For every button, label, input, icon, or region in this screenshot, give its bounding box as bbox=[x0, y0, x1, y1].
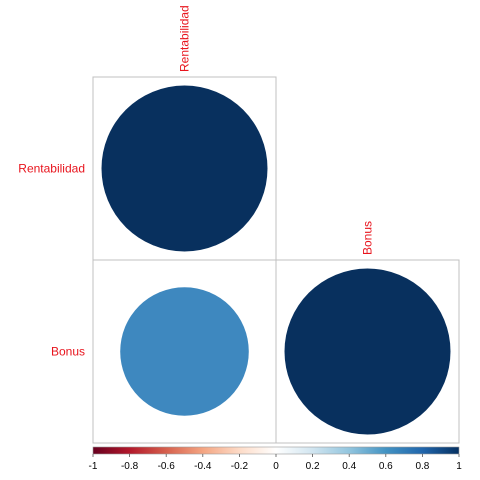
circle-layer bbox=[101, 85, 451, 435]
colorbar-tick-label: 0.8 bbox=[415, 461, 429, 472]
colorbar-tick-label: -0.2 bbox=[231, 461, 249, 472]
corr-circle-bonus-rentabilidad bbox=[120, 287, 249, 416]
colorbar-gradient bbox=[92, 446, 460, 455]
colorbar-tick-label: 0.2 bbox=[306, 461, 320, 472]
colorbar: -1 -0.8 -0.6 -0.4 -0.2 0 0.2 0.4 0.6 0.8 1 bbox=[89, 446, 462, 472]
colorbar-tick-label: -0.8 bbox=[121, 461, 139, 472]
colorbar-tick-label: -0.4 bbox=[194, 461, 212, 472]
col-label-bonus: Bonus bbox=[361, 221, 375, 255]
colorbar-tick-label: -0.6 bbox=[158, 461, 176, 472]
corr-circle-bonus-bonus bbox=[284, 268, 451, 435]
label-layer: Rentabilidad Bonus Rentabilidad Bonus bbox=[18, 5, 374, 358]
corr-circle-rentabilidad-rentabilidad bbox=[101, 85, 268, 252]
colorbar-tick-label: 0 bbox=[273, 461, 279, 472]
colorbar-tick-label: -1 bbox=[89, 461, 98, 472]
colorbar-tick-label: 0.4 bbox=[342, 461, 356, 472]
grid-cell-bonus-bonus bbox=[275, 259, 460, 444]
grid-layer bbox=[92, 76, 460, 444]
colorbar-tick-label: 0.6 bbox=[379, 461, 393, 472]
col-label-rentabilidad: Rentabilidad bbox=[178, 5, 192, 72]
colorbar-tick-label: 1 bbox=[456, 461, 462, 472]
row-label-bonus: Bonus bbox=[51, 345, 85, 359]
row-label-rentabilidad: Rentabilidad bbox=[18, 162, 85, 176]
